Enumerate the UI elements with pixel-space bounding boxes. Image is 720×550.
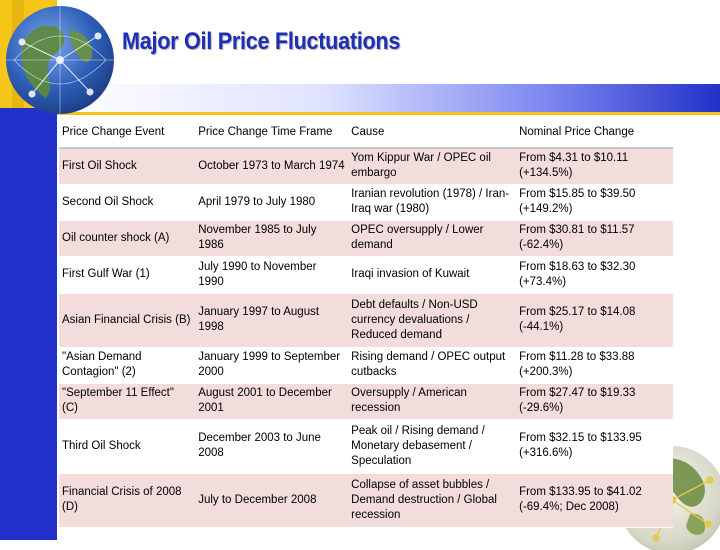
event-cell: Second Oil Shock [59, 184, 196, 221]
table-row: "Asian Demand Contagion" (2) January 199… [59, 347, 673, 384]
timeframe-cell: December 2003 to June 2008 [195, 419, 349, 474]
table-row: Asian Financial Crisis (B) January 1997 … [59, 293, 673, 348]
table-row: "September 11 Effect" (C) August 2001 to… [59, 383, 673, 420]
timeframe-cell: November 1985 to July 1986 [195, 220, 349, 257]
event-cell: Financial Crisis of 2008 (D) [59, 473, 196, 528]
timeframe-cell: January 1999 to September 2000 [195, 347, 349, 384]
timeframe-cell: July to December 2008 [195, 473, 349, 528]
event-cell: "September 11 Effect" (C) [59, 383, 196, 420]
price-change-cell: From $11.28 to $33.88 (+200.3%) [516, 347, 673, 384]
cause-cell: Iranian revolution (1978) / Iran-Iraq wa… [348, 184, 517, 221]
timeframe-cell: January 1997 to August 1998 [195, 293, 349, 348]
cause-cell: OPEC oversupply / Lower demand [348, 220, 517, 257]
timeframe-cell: April 1979 to July 1980 [195, 184, 349, 221]
event-cell: First Oil Shock [59, 148, 196, 185]
event-cell: Oil counter shock (A) [59, 220, 196, 257]
cause-cell: Rising demand / OPEC output cutbacks [348, 347, 517, 384]
slide-title: Major Oil Price Fluctuations [122, 28, 401, 55]
column-header: Price Change Time Frame [195, 118, 349, 149]
header-gold-rule [57, 112, 720, 115]
price-change-cell: From $25.17 to $14.08 (-44.1%) [516, 293, 673, 348]
timeframe-cell: July 1990 to November 1990 [195, 256, 349, 294]
cause-cell: Oversupply / American recession [348, 383, 517, 420]
globe-icon [6, 6, 114, 114]
cause-cell: Collapse of asset bubbles / Demand destr… [348, 473, 517, 528]
table-row: Oil counter shock (A) November 1985 to J… [59, 220, 673, 257]
header-gradient-band [57, 84, 720, 112]
price-change-cell: From $32.15 to $133.95 (+316.6%) [516, 419, 673, 474]
column-header: Nominal Price Change [516, 118, 673, 149]
table-row: First Oil Shock October 1973 to March 19… [59, 148, 673, 185]
cause-cell: Iraqi invasion of Kuwait [348, 256, 517, 294]
column-header: Price Change Event [59, 118, 196, 149]
price-change-cell: From $30.81 to $11.57 (-62.4%) [516, 220, 673, 257]
timeframe-cell: October 1973 to March 1974 [195, 148, 349, 185]
event-cell: First Gulf War (1) [59, 256, 196, 294]
table-row: Second Oil Shock April 1979 to July 1980… [59, 184, 673, 221]
event-cell: Third Oil Shock [59, 419, 196, 474]
cause-cell: Yom Kippur War / OPEC oil embargo [348, 148, 517, 185]
timeframe-cell: August 2001 to December 2001 [195, 383, 349, 420]
price-change-cell: From $4.31 to $10.11 (+134.5%) [516, 148, 673, 185]
table-row: Financial Crisis of 2008 (D) July to Dec… [59, 473, 673, 528]
column-header: Cause [348, 118, 517, 149]
price-change-cell: From $133.95 to $41.02 (-69.4%; Dec 2008… [516, 473, 673, 528]
cause-cell: Peak oil / Rising demand / Monetary deba… [348, 419, 517, 474]
event-cell: Asian Financial Crisis (B) [59, 293, 196, 348]
event-cell: "Asian Demand Contagion" (2) [59, 347, 196, 384]
oil-price-table: Price Change Event Price Change Time Fra… [59, 118, 673, 528]
price-change-cell: From $27.47 to $19.33 (-29.6%) [516, 383, 673, 420]
table-row: First Gulf War (1) July 1990 to November… [59, 256, 673, 294]
cause-cell: Debt defaults / Non-USD currency devalua… [348, 293, 517, 348]
price-change-cell: From $18.63 to $32.30 (+73.4%) [516, 256, 673, 294]
table-header-row: Price Change Event Price Change Time Fra… [59, 118, 673, 149]
price-change-cell: From $15.85 to $39.50 (+149.2%) [516, 184, 673, 221]
table-row: Third Oil Shock December 2003 to June 20… [59, 419, 673, 474]
